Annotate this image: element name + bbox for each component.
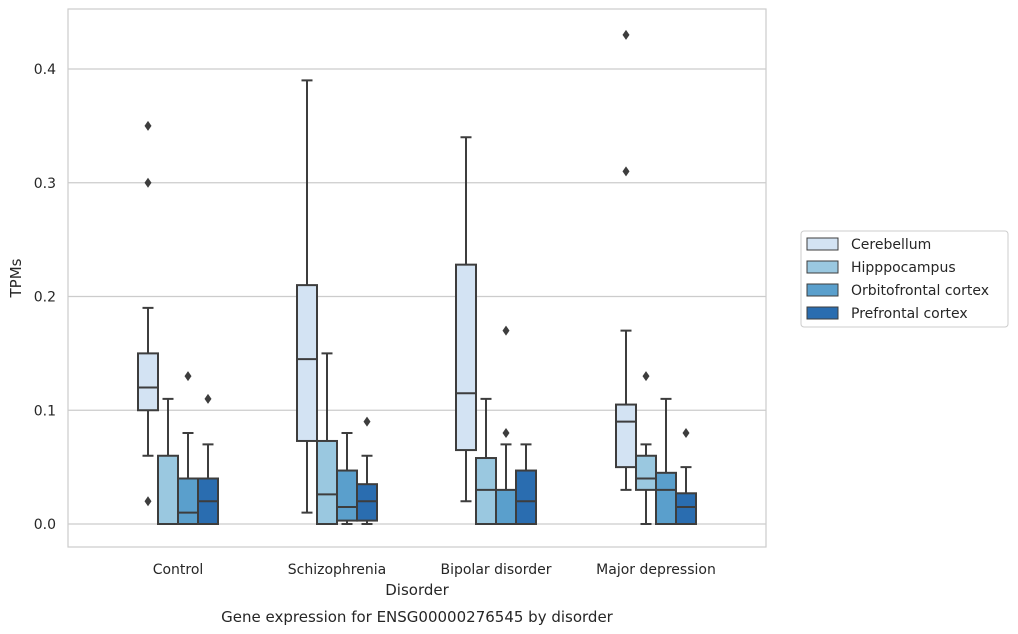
box-1-3 — [635, 371, 657, 525]
legend-swatch — [806, 283, 839, 297]
box-0-2 — [455, 136, 477, 503]
y-axis-label: TPMs — [7, 258, 25, 298]
y-tick-label: 0.3 — [34, 176, 56, 192]
box-2-1 — [336, 432, 358, 525]
outlier-point — [144, 177, 152, 188]
y-tick-label: 0.1 — [34, 403, 56, 419]
box-body — [356, 483, 378, 522]
x-axis-ticks: Control Schizophrenia Bipolar disorder Majo… — [153, 562, 716, 578]
legend-frame — [800, 230, 1009, 328]
plot-frame — [67, 8, 767, 548]
box-body — [615, 403, 637, 469]
box-body — [296, 284, 318, 442]
y-axis-ticks: 0.0 0.1 0.2 0.3 0.4 — [34, 62, 56, 533]
box-3-3 — [675, 428, 697, 526]
box-body — [515, 469, 537, 526]
box-body — [475, 457, 497, 525]
outlier-point — [642, 371, 650, 382]
box-body — [177, 477, 199, 525]
legend-label: Cerebellum — [851, 237, 931, 253]
box-body — [137, 352, 159, 412]
box-3-2 — [515, 443, 537, 526]
outlier-point — [682, 428, 690, 438]
box-body — [675, 492, 697, 526]
box-body — [157, 454, 179, 525]
outlier-point — [204, 393, 212, 404]
outlier-point — [144, 120, 152, 131]
box-body — [336, 469, 358, 522]
x-tick-label: Major depression — [596, 562, 716, 578]
box-2-2 — [495, 325, 517, 525]
x-tick-label: Control — [153, 562, 204, 578]
outlier-point — [144, 496, 152, 507]
x-tick-label: Schizophrenia — [288, 562, 386, 578]
box-0-1 — [296, 79, 318, 514]
box-2-3 — [655, 397, 677, 525]
x-tick-label: Bipolar disorder — [440, 562, 551, 578]
box-body — [635, 454, 657, 491]
box-0-3 — [615, 29, 637, 491]
legend-swatch — [806, 237, 839, 251]
box-1-2 — [475, 397, 497, 525]
outlier-point — [502, 325, 510, 336]
box-body — [495, 488, 517, 525]
outlier-point — [184, 371, 192, 382]
y-tick-label: 0.4 — [34, 62, 56, 78]
legend-label: Hipppocampus — [851, 260, 956, 276]
outlier-point — [622, 166, 630, 177]
y-tick-label: 0.0 — [34, 517, 56, 533]
box-body — [316, 439, 338, 525]
outlier-point — [622, 29, 630, 40]
legend-label: Orbitofrontal cortex — [851, 283, 989, 299]
outlier-point — [502, 428, 510, 438]
box-3-0 — [197, 393, 219, 525]
box-body — [655, 471, 677, 525]
chart-caption: Gene expression for ENSG00000276545 by d… — [221, 608, 614, 626]
box-0-0 — [137, 120, 159, 507]
box-series — [137, 29, 697, 526]
legend: Cerebellum Hipppocampus Orbitofrontal cort… — [800, 230, 1009, 328]
y-tick-label: 0.2 — [34, 290, 56, 306]
x-axis-label: Disorder — [385, 581, 449, 599]
legend-swatch — [806, 260, 839, 274]
outlier-point — [363, 416, 371, 427]
legend-label: Prefrontal cortex — [851, 306, 968, 322]
box-body — [455, 263, 477, 452]
box-3-1 — [356, 416, 378, 525]
legend-swatch — [806, 306, 839, 320]
